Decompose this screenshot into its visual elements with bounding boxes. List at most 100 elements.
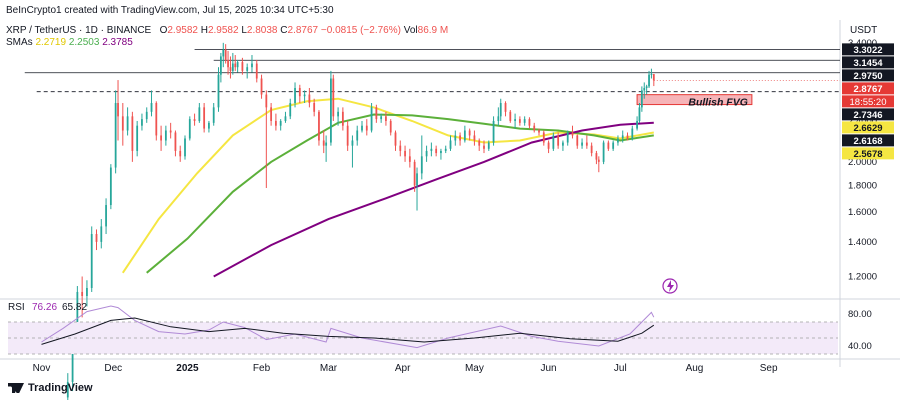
candle-body (420, 156, 423, 174)
candle-body (279, 120, 282, 126)
candle (361, 120, 363, 133)
candle-body (203, 107, 206, 129)
price-label-text: 2.6168 (853, 136, 882, 147)
candle-body (356, 130, 359, 141)
candle (169, 122, 172, 139)
candle (289, 98, 292, 120)
candle-body (557, 135, 560, 146)
candle (179, 145, 182, 162)
candle (322, 130, 325, 154)
candle (346, 120, 349, 151)
candle-body (468, 130, 471, 136)
candle (617, 135, 619, 146)
candle (246, 63, 249, 79)
candle (81, 276, 84, 318)
symbol-title[interactable]: XRP / TetherUS · 1D · BINANCE (6, 25, 152, 36)
candle-body (298, 87, 301, 97)
candle (636, 116, 638, 131)
candle-body (413, 161, 416, 186)
candle (219, 52, 222, 83)
candle (251, 55, 253, 73)
candle (318, 110, 320, 146)
candle-body (136, 125, 139, 151)
candle-body (90, 234, 93, 288)
candle-body (198, 107, 201, 121)
candle-body (621, 135, 624, 139)
candle (90, 226, 93, 292)
candle (341, 107, 344, 131)
ohlc-high: 2.9582 (207, 25, 239, 36)
candle (208, 120, 210, 133)
ohlc-high-label: H (200, 25, 208, 36)
candle-body (497, 116, 500, 121)
candle (212, 103, 215, 126)
candle-body (313, 103, 316, 112)
candle (449, 135, 452, 151)
candle-body (126, 116, 129, 131)
candle (117, 80, 119, 141)
candle-body (648, 74, 650, 87)
candle-body (145, 111, 148, 120)
candle-body (164, 130, 167, 141)
countdown-box (842, 95, 894, 108)
sma-legend-row[interactable]: SMAs 2.2719 2.2503 2.3785 (6, 37, 133, 48)
x-tick-label: Nov (33, 363, 51, 374)
candle (193, 113, 196, 126)
candle (533, 122, 536, 133)
candle-body (499, 103, 502, 117)
candle (408, 148, 411, 168)
candle-body (638, 107, 641, 121)
candle-body (188, 119, 191, 139)
candle-body (71, 341, 74, 382)
candle-body (224, 49, 227, 60)
candle-body (430, 148, 433, 151)
sma100-value: 2.2503 (68, 37, 100, 48)
candle (184, 135, 186, 160)
candle-body (341, 111, 344, 126)
tradingview-logo[interactable]: TradingView (8, 382, 93, 394)
candle-body (95, 234, 98, 242)
candle-body (105, 205, 107, 227)
candle-body (449, 140, 452, 149)
candle (571, 125, 574, 139)
candle-body (131, 116, 134, 151)
candle-body (184, 138, 186, 157)
candle-body (562, 142, 564, 146)
candle (284, 111, 287, 123)
volume-value: 86.9 M (417, 25, 449, 36)
rsi-ma-line (41, 317, 655, 345)
ohlc-change: −0.0815 (−2.76%) (320, 25, 401, 36)
candle (145, 107, 148, 123)
candle (483, 140, 485, 154)
candle-body (538, 130, 540, 133)
rsi-ma-value: 65.82 (62, 302, 87, 313)
x-tick-label: Sep (760, 363, 778, 374)
candle (222, 42, 225, 68)
candle-body (454, 135, 457, 141)
candle (217, 67, 220, 112)
candle-body (652, 74, 655, 81)
candle-body (640, 90, 643, 108)
x-tick-label: Mar (320, 363, 338, 374)
candle (114, 90, 117, 174)
candle-body (645, 86, 648, 88)
candle (394, 130, 397, 151)
candle (231, 52, 234, 75)
candle (126, 107, 129, 136)
candle-body (404, 150, 406, 157)
candle-body (325, 142, 328, 146)
candle-body (631, 128, 634, 139)
candle-body (160, 135, 162, 141)
candle (380, 113, 383, 123)
candle-body (533, 125, 536, 131)
candle-body (255, 63, 258, 79)
candle-body (265, 94, 268, 108)
candle-body (385, 116, 387, 121)
x-tick-label: Feb (253, 363, 271, 374)
candle-body (361, 125, 363, 131)
price-label-box (842, 147, 894, 160)
tradingview-brand: TradingView (28, 382, 93, 394)
candle (518, 116, 521, 126)
candle-body (636, 120, 638, 129)
